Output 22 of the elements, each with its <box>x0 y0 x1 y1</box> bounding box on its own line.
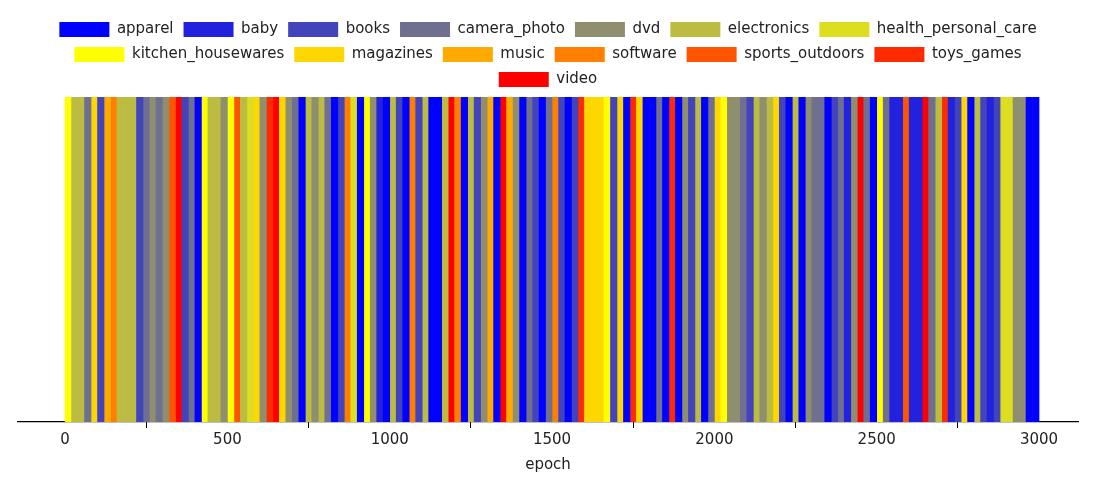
legend-label: camera_photo <box>457 19 565 39</box>
legend-label: music <box>500 44 545 63</box>
legend-label: sports_outdoors <box>744 44 865 64</box>
legend-label: baby <box>241 19 279 38</box>
legend-label: video <box>556 69 598 88</box>
legend-label: electronics <box>727 19 810 38</box>
legend-label: toys_games <box>931 44 1022 64</box>
legend-label: health_personal_care <box>876 19 1037 39</box>
x-tick-label: 1500 <box>532 429 572 448</box>
x-tick-label: 0 <box>60 429 70 448</box>
x-tick-label: 2000 <box>695 429 734 448</box>
x-tick-label: 1000 <box>370 429 409 448</box>
legend-label: magazines <box>351 44 434 63</box>
x-tick-label: 2500 <box>857 429 896 448</box>
legend-label: books <box>345 19 391 38</box>
legend-label: apparel <box>116 19 174 38</box>
x-axis-title: epoch <box>525 454 571 473</box>
legend-label: software <box>612 44 677 63</box>
x-tick-label: 500 <box>213 429 242 448</box>
legend-label: dvd <box>632 19 661 38</box>
legend-label: kitchen_housewares <box>131 44 285 64</box>
x-tick-label: 3000 <box>1019 429 1059 448</box>
